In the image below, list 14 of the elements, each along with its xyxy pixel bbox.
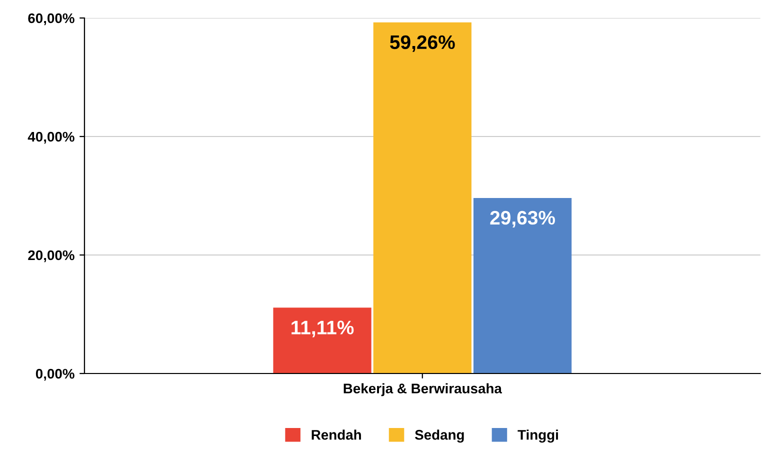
data-label: 59,26% (390, 35, 455, 52)
legend-label: Tinggi (518, 430, 558, 443)
legend-label: Rendah (312, 430, 361, 440)
y-tick-label: 20,00% (28, 250, 74, 262)
bar (473, 198, 572, 374)
bar (273, 308, 372, 374)
data-label: 11,11% (292, 320, 354, 338)
y-tick-label: 60,00% (28, 13, 74, 26)
y-tick-label: 40,00% (28, 132, 74, 144)
x-tick-label: Bekerja & Berwirausaha (344, 383, 502, 396)
legend-label: Sedang (414, 430, 464, 443)
data-label: 29,63% (490, 210, 555, 228)
bar (373, 22, 472, 374)
y-tick-label: 0,00% (36, 368, 74, 381)
